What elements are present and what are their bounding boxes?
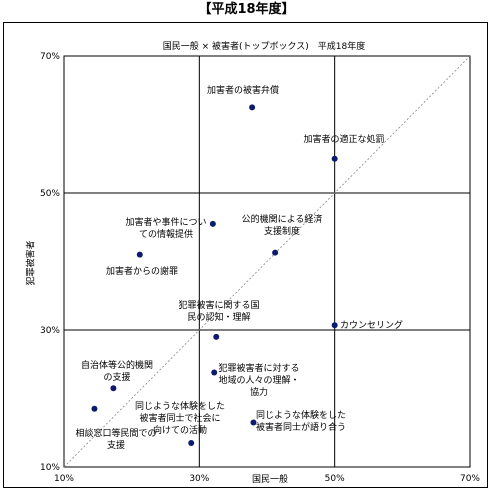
- point-label: 同じような体験をした被害者同士が語り合う: [256, 409, 346, 433]
- point-label: 公的機関による経済支援制度: [242, 213, 323, 237]
- data-point: [331, 322, 338, 329]
- x-tick-label: 50%: [325, 474, 345, 484]
- chart-title: 国民一般 × 被害者(トップボックス) 平成18年度: [162, 42, 366, 52]
- y-tick-label: 30%: [40, 326, 60, 336]
- x-tick-label: 10%: [54, 474, 74, 484]
- x-tick-label: 70%: [460, 474, 480, 484]
- data-point: [136, 251, 143, 258]
- x-tick-label: 30%: [189, 474, 209, 484]
- y-tick-label: 50%: [40, 189, 60, 199]
- page-title: 【平成18年度】: [198, 2, 295, 17]
- point-label: カウンセリング: [340, 319, 403, 331]
- y-tick-label: 10%: [40, 463, 60, 473]
- point-label: 加害者の被害弁償: [207, 84, 279, 96]
- point-label: 犯罪被害者に対する地域の人々の理解・協力: [218, 362, 299, 398]
- diagonal-line: [63, 55, 471, 468]
- point-label: 自治体等公的機関の支援: [81, 359, 153, 383]
- data-point: [331, 155, 338, 162]
- data-point: [110, 385, 117, 392]
- point-label: 犯罪被害に関する国民の認知・理解: [178, 299, 259, 323]
- data-point: [250, 419, 257, 426]
- x-axis-label: 国民一般: [252, 473, 288, 485]
- data-point: [188, 440, 195, 447]
- data-point: [213, 333, 220, 340]
- point-label: 加害者の適正な処罰: [303, 133, 384, 145]
- point-label: 加害者からの謝罪: [106, 265, 178, 277]
- point-label: 加害者や事件についての情報提供: [125, 216, 206, 240]
- chart-frame: [3, 22, 488, 488]
- data-point: [249, 104, 256, 111]
- data-point: [211, 369, 218, 376]
- data-point: [209, 220, 216, 227]
- y-tick-label: 70%: [40, 52, 60, 62]
- point-label: 同じような体験をした被害者同士で社会に向けての活動: [135, 400, 225, 436]
- data-point: [272, 249, 279, 256]
- point-label: 相談窓口等民間での支援: [75, 427, 156, 451]
- data-point: [91, 405, 98, 412]
- plot-area: [63, 55, 471, 468]
